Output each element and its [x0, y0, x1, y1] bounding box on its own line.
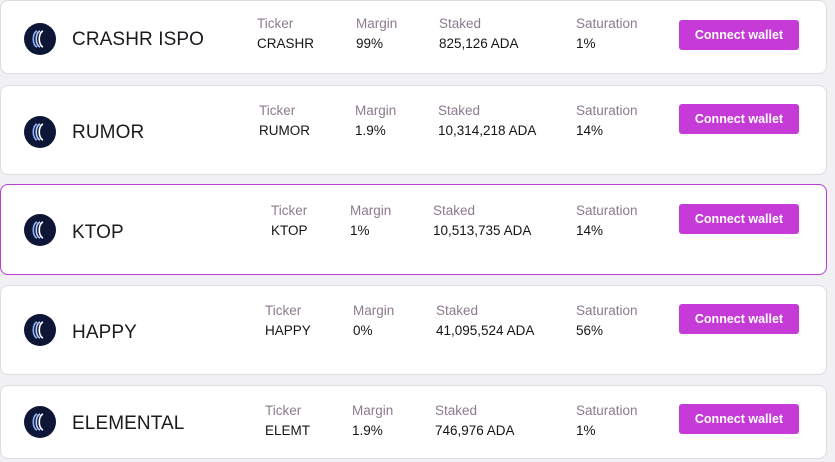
saturation-value: 14%: [576, 123, 604, 138]
margin-label: Margin: [352, 403, 394, 418]
margin-label: Margin: [355, 103, 397, 118]
staked-label: Staked: [436, 303, 479, 318]
saturation-value: 14%: [576, 223, 604, 238]
staked-label: Staked: [439, 16, 482, 31]
ticker-label: Ticker: [265, 403, 302, 418]
connect-wallet-button[interactable]: Connect wallet: [679, 304, 799, 334]
staked-value: 746,976 ADA: [435, 423, 515, 438]
pool-card[interactable]: CRASHR ISPO Ticker CRASHR Margin 99% Sta…: [0, 0, 827, 74]
staked-value: 825,126 ADA: [439, 36, 519, 51]
pool-name: RUMOR: [72, 122, 145, 143]
pool-name: ELEMENTAL: [72, 413, 185, 434]
connect-wallet-button[interactable]: Connect wallet: [679, 104, 799, 134]
margin-value: 0%: [353, 323, 373, 338]
saturation-label: Saturation: [576, 303, 638, 318]
ticker-value: ELEMT: [265, 423, 311, 438]
saturation-label: Saturation: [576, 16, 638, 31]
pool-logo-icon: [24, 116, 56, 148]
margin-value: 1.9%: [352, 423, 383, 438]
pool-name: CRASHR ISPO: [72, 29, 205, 50]
margin-value: 1.9%: [355, 123, 386, 138]
ticker-value: CRASHR: [257, 36, 315, 51]
margin-label: Margin: [353, 303, 395, 318]
connect-wallet-button[interactable]: Connect wallet: [679, 404, 799, 434]
saturation-label: Saturation: [576, 403, 638, 418]
ticker-label: Ticker: [259, 103, 296, 118]
saturation-label: Saturation: [576, 203, 638, 218]
staked-value: 10,314,218 ADA: [438, 123, 537, 138]
ticker-label: Ticker: [265, 303, 302, 318]
pool-logo-icon: [24, 23, 56, 55]
margin-value: 99%: [356, 36, 384, 51]
margin-label: Margin: [350, 203, 392, 218]
staked-label: Staked: [433, 203, 476, 218]
saturation-label: Saturation: [576, 103, 638, 118]
connect-wallet-button[interactable]: Connect wallet: [679, 204, 799, 234]
ticker-label: Ticker: [257, 16, 294, 31]
pool-logo-icon: [24, 406, 56, 438]
saturation-value: 1%: [576, 423, 596, 438]
staked-value: 10,513,735 ADA: [433, 223, 532, 238]
staked-value: 41,095,524 ADA: [436, 323, 535, 338]
pool-card[interactable]: RUMOR Ticker RUMOR Margin 1.9% Staked 10…: [0, 85, 827, 175]
ticker-value: HAPPY: [265, 323, 311, 338]
pool-logo-icon: [24, 214, 56, 246]
staked-label: Staked: [435, 403, 478, 418]
pool-name: KTOP: [72, 222, 124, 243]
ticker-label: Ticker: [271, 203, 308, 218]
pool-name: HAPPY: [72, 322, 137, 343]
connect-wallet-button[interactable]: Connect wallet: [679, 20, 799, 50]
staked-label: Staked: [438, 103, 481, 118]
pool-card[interactable]: ELEMENTAL Ticker ELEMT Margin 1.9% Stake…: [0, 385, 827, 459]
margin-label: Margin: [356, 16, 398, 31]
margin-value: 1%: [350, 223, 370, 238]
pool-logo-icon: [24, 314, 56, 346]
ticker-value: RUMOR: [259, 123, 310, 138]
saturation-value: 56%: [576, 323, 604, 338]
ticker-value: KTOP: [271, 223, 308, 238]
saturation-value: 1%: [576, 36, 596, 51]
pool-card-selected[interactable]: KTOP Ticker KTOP Margin 1% Staked 10,513…: [0, 184, 827, 275]
pool-card[interactable]: HAPPY Ticker HAPPY Margin 0% Staked 41,0…: [0, 285, 827, 375]
